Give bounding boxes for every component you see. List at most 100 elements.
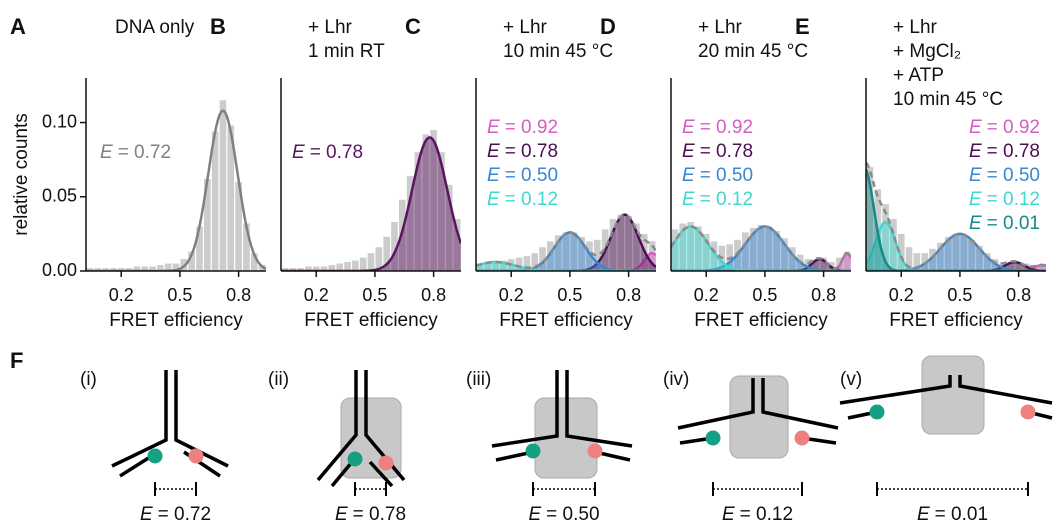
dna-strand: [958, 375, 1053, 405]
symbol: E: [487, 141, 500, 162]
dna-strand: [111, 370, 168, 468]
condition: + Lhr: [698, 17, 743, 38]
fit-area: [866, 222, 1046, 271]
value-label: = 0.92: [505, 117, 558, 138]
symbol: E: [487, 189, 500, 210]
hist-bar: [866, 167, 874, 271]
x-tick-label: 0.8: [421, 285, 446, 305]
hist-bar: [235, 181, 242, 271]
diagram-label: (v): [840, 369, 862, 390]
hist-bar: [328, 265, 336, 271]
hist-bar: [157, 265, 164, 271]
fret-label: E = 0.78: [335, 504, 406, 525]
x-axis-label: FRET efficiency: [499, 310, 633, 331]
fit-area: [476, 214, 656, 271]
fit-curve: [476, 213, 656, 271]
acceptor-dye: [794, 430, 810, 446]
hist-bar: [258, 265, 266, 271]
symbol: E: [100, 142, 113, 163]
hist-bar: [203, 178, 211, 271]
plot-area: [671, 222, 851, 271]
x-tick-label: 0.5: [167, 285, 192, 305]
dna-strand: [316, 370, 358, 482]
hist-bar: [289, 268, 297, 271]
hist-bar: [890, 219, 897, 271]
value-label: = 0.12: [505, 189, 558, 210]
hist-bar: [438, 152, 445, 271]
condition: 10 min 45 °C: [893, 89, 1003, 110]
diagram: (iv) E = 0.12: [663, 369, 839, 525]
fit-curve: [866, 220, 1046, 271]
hist-bar: [320, 266, 328, 271]
hist-bar: [94, 268, 102, 271]
dna-strand: [761, 378, 839, 430]
hist-bar: [227, 125, 235, 271]
donor-dye: [347, 451, 363, 467]
hist-bar: [86, 268, 94, 271]
hist-bar: [804, 259, 812, 271]
hist-bar: [453, 219, 461, 271]
value-label: = 0.72: [158, 504, 211, 525]
hist-bar: [882, 204, 889, 271]
symbol: E: [969, 165, 982, 186]
hist-bar: [149, 266, 156, 271]
hist-bar: [843, 251, 851, 271]
x-tick-label: 0.5: [557, 285, 582, 305]
value-label: = 0.78: [505, 141, 558, 162]
fit-area: [866, 233, 1046, 271]
panel-letter: C: [405, 14, 421, 39]
x-tick-label: 0.2: [889, 285, 914, 305]
fit-sum: [866, 161, 1046, 270]
fit-label: E = 0.78: [682, 141, 753, 162]
hist-bar: [695, 226, 702, 271]
plot-area: [86, 100, 266, 271]
value-label: = 0.01: [935, 504, 988, 525]
fret-label: E = 0.01: [917, 504, 988, 525]
value-label: = 0.12: [700, 189, 753, 210]
hist-bar: [492, 260, 499, 271]
fit-area: [671, 226, 851, 271]
fit-label: E = 0.50: [682, 165, 753, 186]
hist-bar: [702, 233, 710, 271]
plot-area: [281, 129, 461, 271]
hist-bar: [110, 268, 117, 271]
hist-bar: [921, 253, 929, 271]
hist-bar: [937, 242, 944, 271]
hist-bar: [648, 241, 656, 271]
condition: + MgCl₂: [893, 41, 961, 62]
condition: + Lhr: [503, 17, 548, 38]
fit-label: E = 0.50: [969, 165, 1040, 186]
fit-label: E = 0.01: [969, 213, 1040, 234]
panel-letter: A: [10, 14, 26, 39]
diagram-panel: F(i)E = 0.72(ii)E = 0.78(iii)E = 0.50(iv)E =…: [10, 348, 1053, 525]
diagram-label: (ii): [268, 369, 289, 390]
symbol: E: [682, 189, 695, 210]
hist-bar: [336, 263, 344, 271]
hist-bar: [547, 241, 554, 271]
value-label: = 0.50: [505, 165, 558, 186]
symbol: E: [722, 504, 735, 525]
hist-bar: [375, 247, 383, 271]
hist-bar: [820, 257, 827, 271]
fit-label: E = 0.50: [487, 165, 558, 186]
condition: DNA only: [115, 17, 195, 38]
hist-bar: [773, 230, 780, 271]
hist-bar: [297, 268, 304, 271]
x-tick-label: 0.5: [362, 285, 387, 305]
hist-bar: [312, 266, 320, 271]
hist-bar: [617, 214, 625, 271]
hist-bar: [562, 232, 570, 271]
hist-bar: [1038, 265, 1046, 271]
donor-dye: [147, 448, 163, 464]
acceptor-dye: [188, 448, 204, 464]
hist-bar: [196, 226, 203, 271]
x-tick-label: 0.2: [304, 285, 329, 305]
diagram: (i) E = 0.72: [80, 369, 229, 525]
hist-bar: [554, 235, 562, 271]
panel: B + Lhr 1 min RT E = 0.78 0.2 0.5 0.8 FRET effic…: [210, 14, 461, 331]
hist-bar: [812, 259, 820, 271]
value-label: = 0.78: [353, 504, 406, 525]
